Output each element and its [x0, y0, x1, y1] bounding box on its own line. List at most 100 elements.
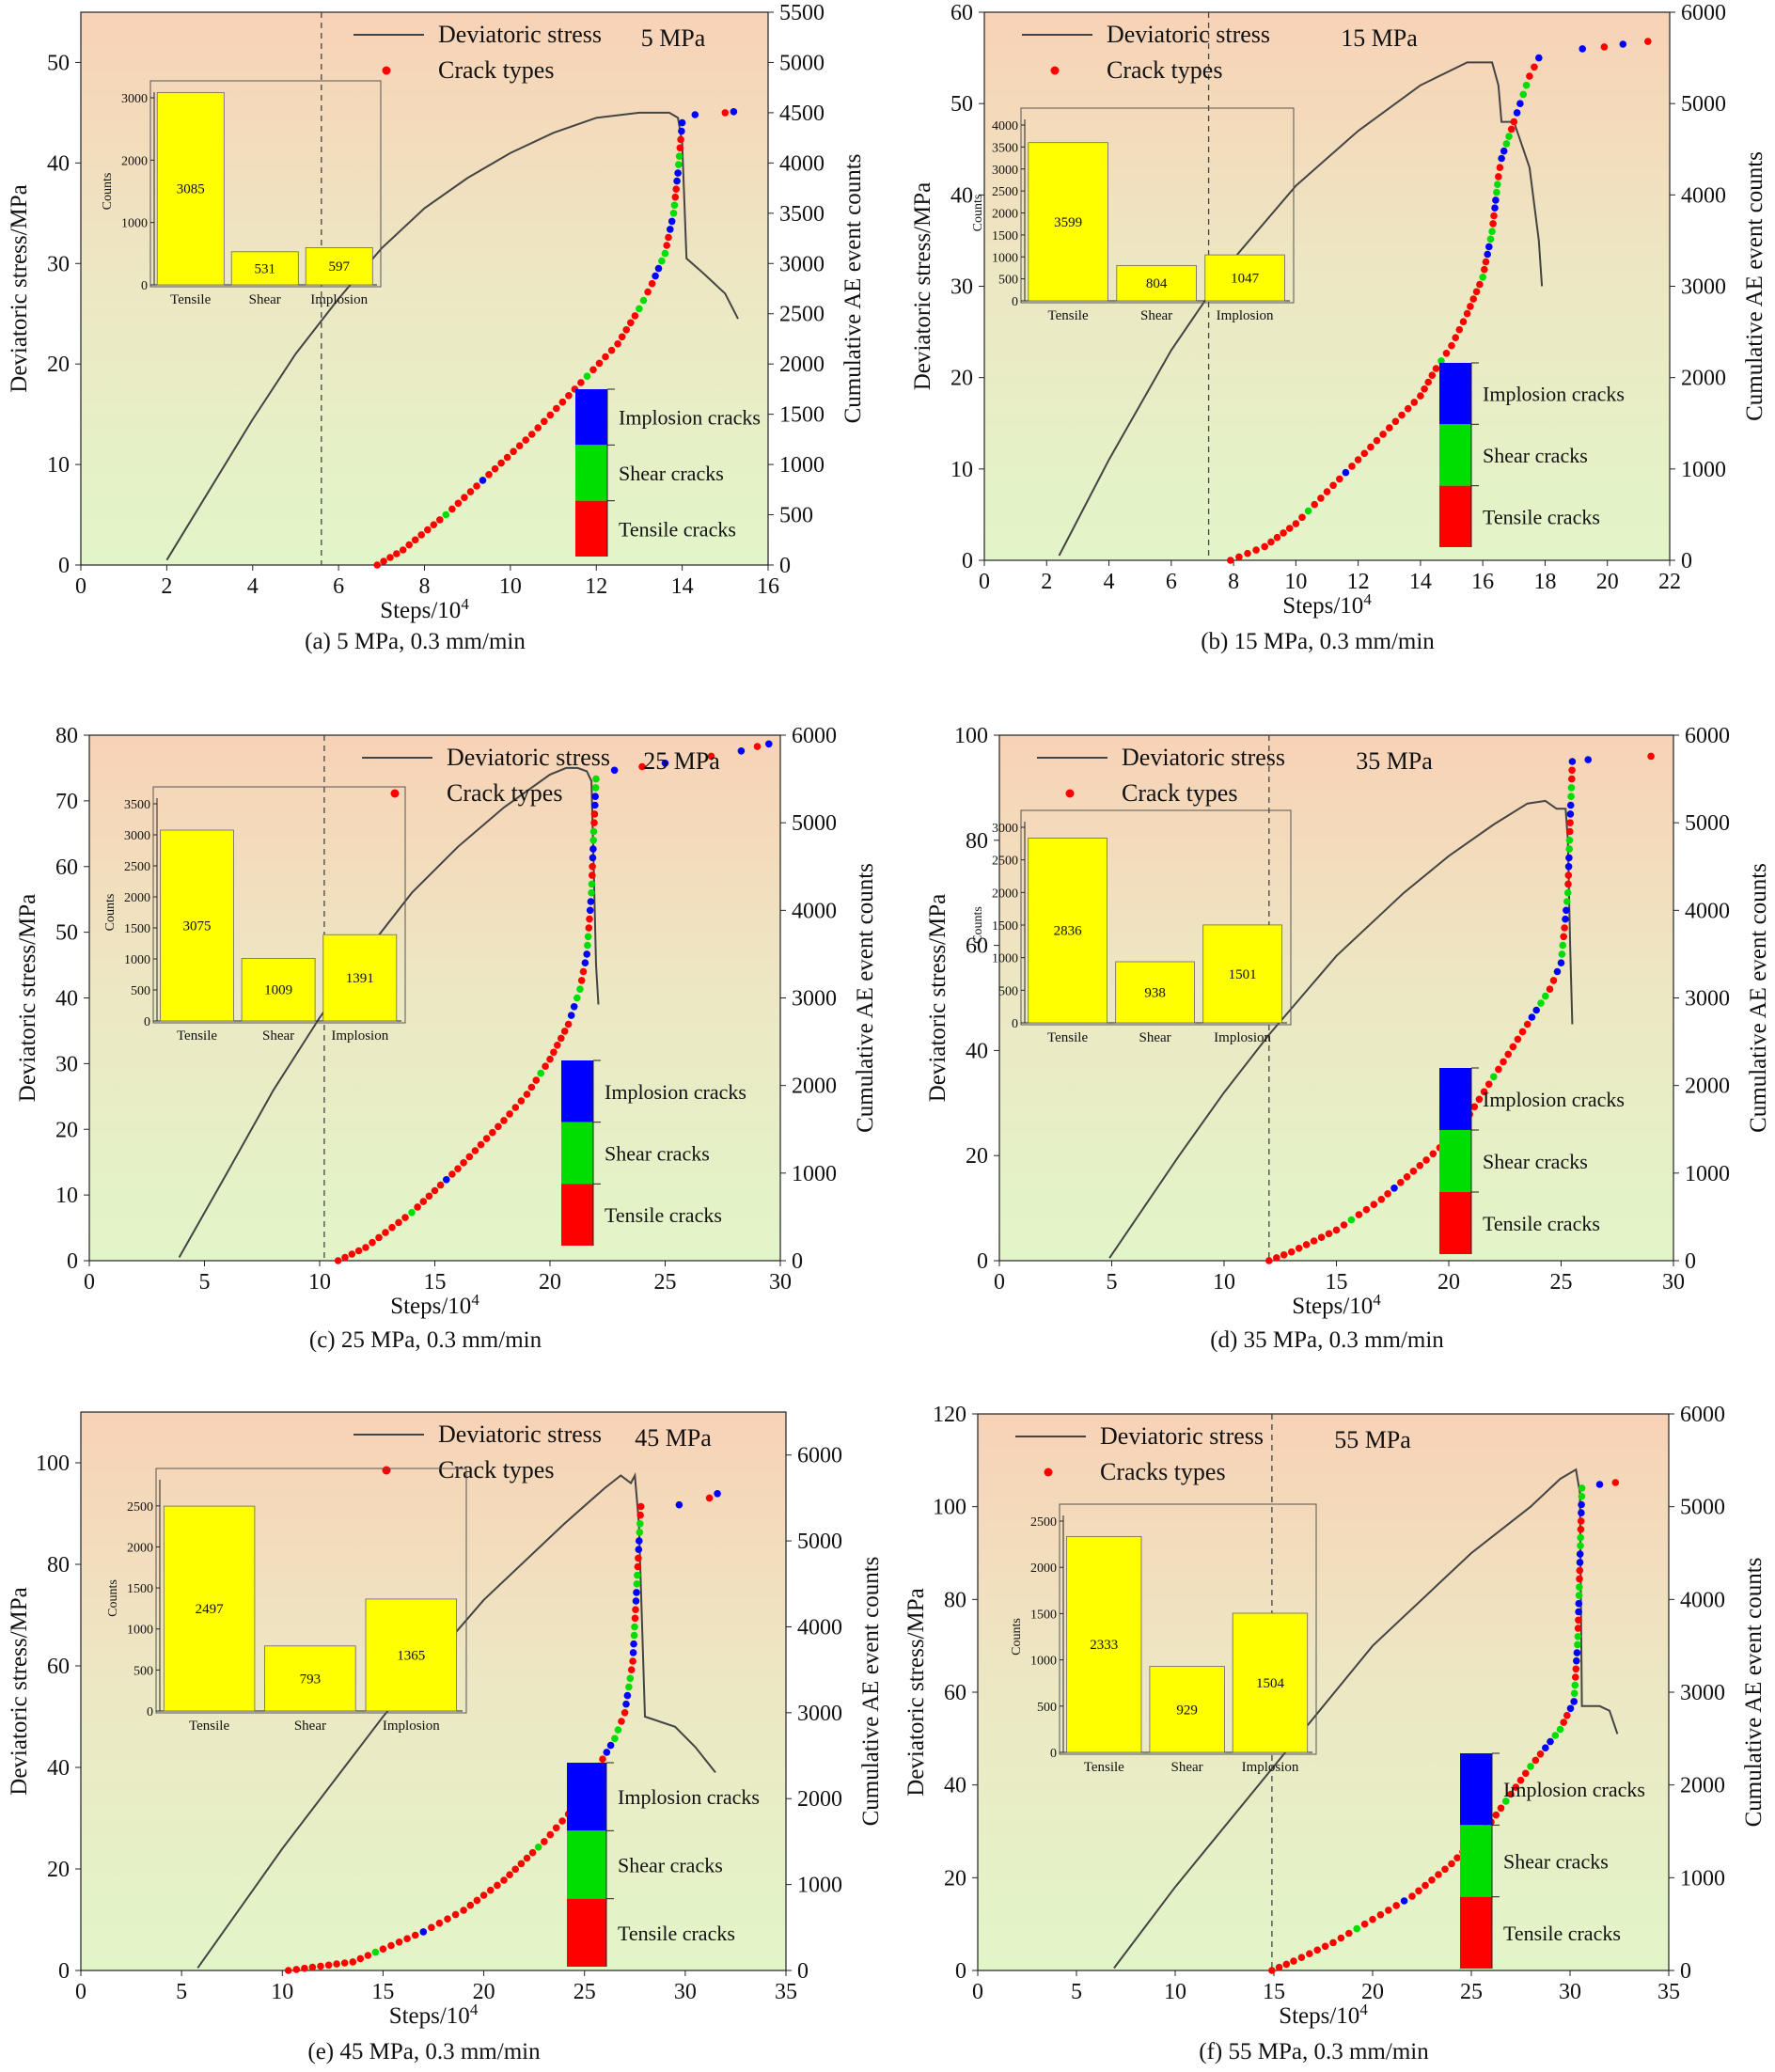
- ae-point: [341, 1253, 349, 1262]
- y-tick-label: 20: [950, 367, 973, 391]
- y-tick-label: 80: [55, 724, 78, 748]
- ae-point: [1453, 1854, 1461, 1861]
- legend-stress-label: Deviatoric stress: [438, 21, 602, 48]
- x-tick-label: 16: [757, 574, 779, 599]
- ae-point: [1570, 1689, 1579, 1697]
- ae-point: [674, 169, 682, 177]
- ae-point: [633, 1580, 641, 1588]
- ae-point: [630, 1631, 638, 1640]
- x-tick-label: 14: [671, 574, 694, 599]
- inset-y-label: Counts: [971, 906, 985, 944]
- ae-point: [473, 482, 480, 490]
- inset-bar: [241, 958, 316, 1022]
- ae-point: [1403, 1173, 1411, 1181]
- ae-point: [1244, 549, 1251, 557]
- ae-point: [1564, 880, 1572, 888]
- inset-y-tick-label: 1000: [121, 217, 148, 231]
- x-tick-label: 0: [75, 574, 86, 599]
- y-tick-label: 30: [55, 1052, 78, 1076]
- ae-point: [1565, 837, 1574, 844]
- ae-point: [1576, 1575, 1583, 1583]
- x-tick-label: 15: [1263, 1980, 1285, 2004]
- ae-point: [1416, 1162, 1424, 1169]
- ae-point: [1415, 1887, 1422, 1895]
- ae-point: [753, 743, 762, 750]
- inset-bar: [1066, 1536, 1142, 1753]
- ae-point: [1354, 456, 1362, 463]
- ae-point: [707, 752, 715, 761]
- legend-crack-label: Crack types: [1107, 56, 1222, 84]
- ae-point: [369, 1238, 376, 1247]
- panel-caption: (a) 5 MPa, 0.3 mm/min: [305, 629, 526, 654]
- ae-point: [411, 536, 419, 544]
- ae-point: [546, 1830, 555, 1839]
- inset-y-tick-label: 500: [131, 984, 150, 998]
- inset-y-tick-label: 500: [1037, 1701, 1057, 1715]
- ae-point: [1492, 1811, 1500, 1819]
- y-tick-label: 60: [966, 934, 988, 959]
- inset-y-tick-label: 2500: [1030, 1515, 1057, 1530]
- ae-point: [565, 392, 573, 400]
- ae-point: [1496, 164, 1504, 171]
- y2-tick-label: 2500: [779, 303, 825, 327]
- inset-x-tick-label: Tensile: [1047, 1030, 1088, 1045]
- y-tick-label: 0: [955, 1959, 966, 1984]
- ae-point: [1455, 325, 1464, 334]
- ae-point: [1428, 1876, 1436, 1884]
- inset-bar: [1028, 142, 1108, 302]
- inset-x-tick-label: Implosion: [1242, 1760, 1299, 1775]
- ae-point: [1571, 1681, 1579, 1689]
- y-tick-label: 80: [966, 829, 988, 854]
- ae-point: [541, 417, 548, 426]
- ae-point: [1384, 1190, 1391, 1198]
- y-tick-label: 40: [944, 1774, 966, 1798]
- inset-y-tick-label: 2000: [121, 154, 148, 168]
- ae-point: [1576, 1550, 1584, 1558]
- ae-point: [1285, 525, 1294, 532]
- y2-tick-label: 2000: [1681, 367, 1726, 391]
- ae-point: [1509, 1043, 1517, 1051]
- ae-point: [444, 1915, 451, 1923]
- x-tick-label: 30: [1559, 1980, 1581, 2004]
- ae-point: [675, 152, 683, 160]
- ae-point: [1507, 1790, 1515, 1798]
- panel-d: 0 5 10 15 20 25 300204060801000100020003000400…: [925, 724, 1771, 1353]
- ae-point: [1577, 1526, 1585, 1533]
- inset-y-tick-label: 1000: [1030, 1655, 1057, 1669]
- ae-point: [636, 1511, 644, 1519]
- ae-point: [1551, 1732, 1560, 1739]
- ae-point: [584, 941, 591, 950]
- ae-point: [515, 442, 524, 450]
- ae-point: [340, 1959, 349, 1967]
- ae-point: [1502, 140, 1511, 148]
- ae-point: [1562, 915, 1569, 923]
- ae-point: [552, 1824, 560, 1832]
- crack-legend-swatch: [575, 445, 607, 501]
- inset-y-label: Counts: [106, 1579, 120, 1617]
- ae-point: [1340, 1221, 1348, 1229]
- crack-legend-label: Shear cracks: [618, 1854, 723, 1877]
- ae-point: [636, 1529, 644, 1536]
- ae-point: [665, 233, 672, 242]
- ae-point: [1576, 1559, 1584, 1566]
- inset-x-tick-label: Shear: [249, 292, 281, 307]
- y2-tick-label: 5000: [779, 51, 825, 75]
- ae-point: [308, 1963, 317, 1971]
- ae-point: [387, 1941, 395, 1950]
- ae-point: [614, 340, 621, 348]
- x-tick-label: 0: [75, 1980, 86, 2004]
- legend-stress-label: Deviatoric stress: [1122, 744, 1285, 771]
- crack-legend-label: Implosion cracks: [1503, 1778, 1645, 1801]
- ae-point: [442, 510, 450, 519]
- ae-point: [1486, 235, 1495, 243]
- ae-point: [1595, 1481, 1604, 1488]
- ae-point: [630, 1640, 637, 1648]
- ae-point: [466, 488, 475, 495]
- ae-point: [673, 177, 681, 185]
- y-tick-label: 120: [933, 1403, 966, 1427]
- crack-legend-swatch: [1439, 363, 1471, 425]
- ae-point: [636, 1537, 643, 1545]
- ae-point: [1497, 1804, 1505, 1813]
- ae-point: [408, 1209, 416, 1217]
- ae-point: [558, 1034, 565, 1043]
